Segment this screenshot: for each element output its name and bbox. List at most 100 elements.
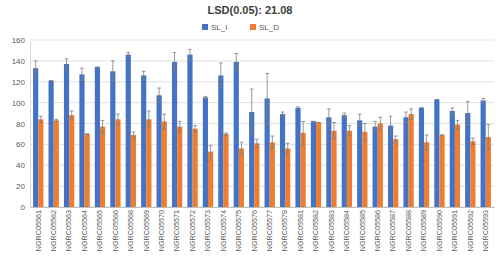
bar xyxy=(403,117,408,207)
bar xyxy=(439,135,444,207)
error-bar xyxy=(420,107,424,108)
error-bar xyxy=(157,88,161,103)
x-tick-label: NGRC05577 xyxy=(265,210,274,251)
error-bar xyxy=(219,63,223,88)
bar xyxy=(280,114,285,207)
legend-label: SL_I xyxy=(211,23,227,32)
x-tick: NGRC05574 xyxy=(219,207,228,251)
error-bar xyxy=(85,133,89,134)
error-bar xyxy=(34,61,38,76)
y-tick-label: 120 xyxy=(12,78,26,87)
grid-line xyxy=(30,40,494,41)
error-bar xyxy=(450,108,454,114)
bar xyxy=(208,152,213,207)
bar xyxy=(64,64,69,207)
x-tick: NGRC05582 xyxy=(311,207,320,251)
bar xyxy=(162,121,167,207)
y-tick-label: 140 xyxy=(12,57,26,66)
x-tick: NGRC05584 xyxy=(342,207,351,251)
bar xyxy=(223,134,228,207)
x-tick-label: NGRC05573 xyxy=(203,210,212,251)
error-bar xyxy=(147,111,151,128)
error-bar xyxy=(404,112,408,122)
x-tick-label: NGRC05572 xyxy=(188,210,197,251)
legend-swatch xyxy=(250,24,256,30)
title: LSD(0.05): 21.08 xyxy=(208,4,293,16)
y-tick-label: 80 xyxy=(16,120,25,129)
x-tick-label: NGRC05583 xyxy=(327,210,336,251)
x-tick-label: NGRC05565 xyxy=(95,210,104,251)
x-tick-label: NGRC05562 xyxy=(49,210,58,251)
error-bar xyxy=(193,126,197,132)
error-bar xyxy=(116,114,120,124)
bar xyxy=(79,74,84,207)
chart: LSD(0.05): 21.08020406080100120140160NGR… xyxy=(0,0,500,265)
error-bar xyxy=(358,114,362,127)
x-tick: NGRC05575 xyxy=(234,207,243,251)
error-bar xyxy=(296,107,300,109)
bar xyxy=(100,127,105,207)
x-tick: NGRC05587 xyxy=(388,207,397,251)
bar xyxy=(393,139,398,207)
x-tick-label: NGRC05564 xyxy=(80,210,89,251)
error-bar xyxy=(425,135,429,150)
x-tick: NGRC05569 xyxy=(142,207,151,251)
x-tick-label: NGRC05561 xyxy=(34,210,43,251)
y-tick: 160 xyxy=(12,36,30,45)
bar xyxy=(285,149,290,207)
x-tick-label: NGRC05578 xyxy=(280,210,289,251)
bar xyxy=(342,115,347,207)
x-tick: NGRC05571 xyxy=(172,207,181,251)
x-tick-label: NGRC05587 xyxy=(388,210,397,251)
x-tick-label: NGRC05571 xyxy=(172,210,181,251)
bar xyxy=(450,111,455,207)
error-bar xyxy=(162,114,166,129)
y-tick-label: 60 xyxy=(16,140,25,149)
bar xyxy=(311,121,316,207)
x-tick-label: NGRC05590 xyxy=(435,210,444,251)
bar xyxy=(424,142,429,207)
bar xyxy=(357,120,362,207)
error-bar xyxy=(250,89,254,135)
x-tick-label: NGRC05591 xyxy=(450,210,459,251)
x-tick: NGRC05586 xyxy=(373,207,382,251)
x-tick-label: NGRC05586 xyxy=(373,210,382,251)
bar xyxy=(316,122,321,207)
error-bar xyxy=(240,142,244,155)
x-tick-label: NGRC05574 xyxy=(219,210,228,251)
legend-swatch xyxy=(202,24,208,30)
x-tick: NGRC05578 xyxy=(280,207,289,251)
error-bar xyxy=(142,71,146,79)
y-tick: 100 xyxy=(12,99,30,108)
bar xyxy=(481,101,486,207)
bar xyxy=(110,71,115,207)
bar xyxy=(218,75,223,207)
error-bars xyxy=(39,109,490,158)
y-tick-label: 0 xyxy=(21,203,26,212)
error-bar xyxy=(281,112,285,116)
x-tick: NGRC05562 xyxy=(49,207,58,251)
y-tick: 20 xyxy=(16,182,30,191)
error-bar xyxy=(317,122,321,123)
bar xyxy=(388,126,393,207)
x-tick: NGRC05573 xyxy=(203,207,212,251)
error-bar xyxy=(471,138,475,144)
x-tick: NGRC05593 xyxy=(481,207,490,251)
bar xyxy=(419,108,424,207)
error-bar xyxy=(466,102,470,125)
bar xyxy=(157,95,162,207)
marks xyxy=(33,49,491,207)
x-tick: NGRC05576 xyxy=(250,207,259,251)
error-bar xyxy=(126,53,130,57)
error-bar xyxy=(265,73,269,123)
error-bar xyxy=(440,134,444,135)
error-bar xyxy=(342,113,346,117)
x-tick: NGRC05581 xyxy=(296,207,305,251)
y-tick: 80 xyxy=(16,120,30,129)
error-bar xyxy=(373,121,377,131)
error-bar xyxy=(270,136,274,149)
bar xyxy=(254,143,259,207)
error-bar xyxy=(178,121,182,131)
bar xyxy=(193,129,198,207)
y-tick-label: 100 xyxy=(12,99,26,108)
